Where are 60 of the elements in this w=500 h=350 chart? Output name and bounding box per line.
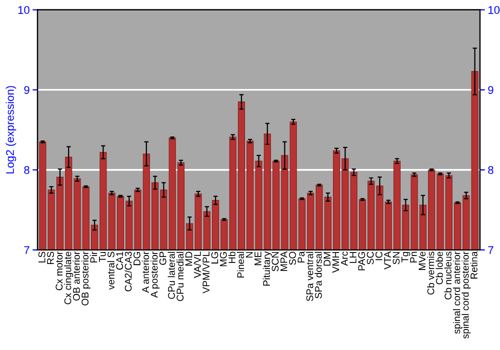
x-tick-label: A posterior (150, 251, 160, 298)
y-tick-label: 7 (24, 246, 30, 254)
x-tick-label: SCN (272, 252, 279, 272)
x-tick-label: RS (47, 252, 54, 264)
x-tick-label: DM (324, 252, 330, 266)
x-tick-label: Tu (99, 252, 106, 262)
x-tick-label: MG (220, 252, 227, 266)
x-tick-label: Pineal (236, 252, 244, 278)
x-tick-label: Retina (470, 251, 478, 279)
x-tick-label: N (246, 252, 253, 258)
x-tick-label: spinal cord posterior (462, 251, 471, 339)
x-tick-label: Cx motor (56, 251, 63, 290)
x-tick-label: CA2/CA3 (124, 252, 132, 292)
x-tick-label: Pituitary (262, 251, 272, 286)
x-tick-label: spinal cord anterior (453, 251, 462, 334)
x-tick-label: MD (185, 252, 192, 266)
x-tick-label: Pn (410, 252, 417, 262)
y-tick-label: 10 (18, 6, 30, 14)
x-tick-label: LS (38, 252, 46, 262)
x-tick-label: CPu lateral (168, 252, 175, 299)
x-tick-label: Tg (402, 252, 410, 262)
x-tick-label: CPu medial (176, 252, 184, 302)
x-tick-label: VTA (384, 251, 391, 270)
y2-tick-label: 9 (488, 86, 494, 94)
x-tick-label: OB posterior (81, 251, 90, 306)
x-tick-label: ventral S (107, 252, 114, 290)
x-tick-label: IC (375, 252, 382, 260)
x-tick-label: PAG (358, 252, 366, 270)
x-tick-label: VMH (332, 252, 340, 273)
x-tick-label: VPM/VPL (202, 252, 210, 294)
x-tick-label: Hb (228, 252, 236, 263)
x-tick-label: MPA (280, 251, 288, 271)
x-tick-label: GP (159, 252, 166, 265)
x-tick-label: Cb lobe (436, 252, 443, 284)
x-tick-label: Cb nucleus (444, 252, 452, 300)
x-tick-label: DG (133, 252, 140, 266)
x-tick-label: SC (366, 252, 374, 264)
x-tick-label: ME (254, 252, 262, 266)
x-tick-label: Arc (341, 252, 348, 266)
x-tick-label: SN (392, 252, 400, 264)
x-tick-label: SPa ventral (306, 252, 314, 302)
x-tick-label: A anterior (142, 251, 150, 293)
x-tick-label: Cb vermis (427, 252, 434, 295)
x-tick-label: Pir (90, 251, 98, 262)
y-axis-title: Log2 (expression) (6, 86, 16, 174)
y-tick-label: 8 (24, 166, 30, 174)
y2-tick-label: 7 (488, 246, 494, 254)
x-tick-label: SO (289, 252, 296, 265)
x-tick-label: OB anterior (72, 251, 80, 301)
x-tick-label: CA1 (116, 252, 124, 270)
y2-tick-label: 8 (488, 166, 494, 174)
x-tick-label: Pa (298, 251, 305, 262)
x-tick-label: Cx cingulate (64, 252, 74, 304)
x-tick-label: LG (211, 252, 218, 264)
x-tick-label: MVe (418, 252, 426, 270)
x-tick-label: SPa dorsal (314, 252, 322, 298)
y2-tick-label: 10 (488, 6, 500, 14)
x-tick-label: VA/VL (194, 252, 201, 278)
y-tick-label: 9 (24, 86, 30, 94)
x-tick-label: LH (350, 252, 356, 263)
